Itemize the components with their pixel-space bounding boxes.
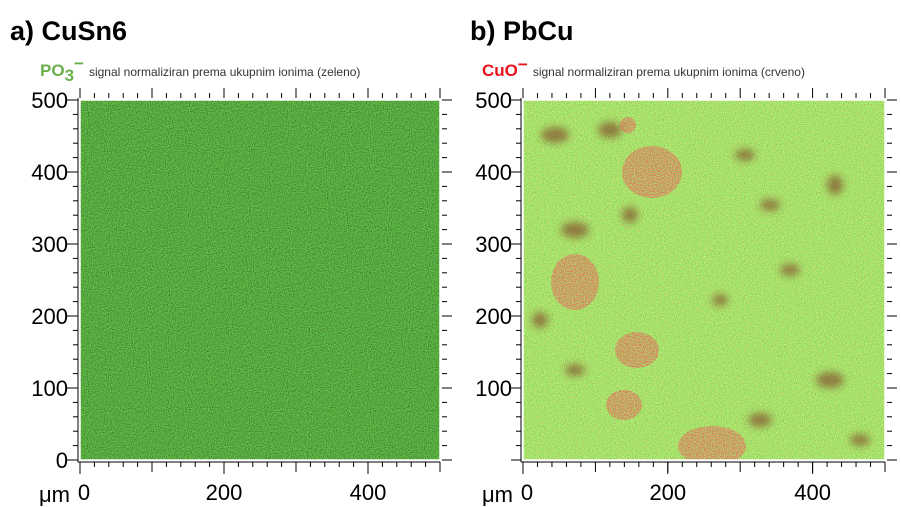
ion-superscript: − <box>74 54 84 73</box>
x-tick-label: 400 <box>794 480 831 505</box>
y-tick-label: 100 <box>475 376 512 401</box>
y-tick-label: 500 <box>475 88 512 113</box>
y-tick-label: 200 <box>31 304 68 329</box>
y-tick-label: 100 <box>31 376 68 401</box>
x-tick-label: 0 <box>78 480 90 505</box>
plot-frame <box>79 99 441 461</box>
y-tick-label: 400 <box>31 160 68 185</box>
y-tick-label: 200 <box>475 304 512 329</box>
signal-text: signal normaliziran prema ukupnim ionima… <box>89 65 360 79</box>
plot-frame <box>522 99 886 461</box>
signal-label: CuO− signal normaliziran prema ukupnim io… <box>482 55 805 80</box>
axes <box>509 88 897 474</box>
ion-name: CuO <box>482 61 518 80</box>
signal-label: PO3− signal normaliziran prema ukupnim io… <box>40 54 360 85</box>
x-tick-label: 200 <box>206 480 243 505</box>
x-tick-label: 400 <box>350 480 387 505</box>
ion-superscript: − <box>518 55 528 74</box>
panel-a-image <box>80 100 440 460</box>
y-tick-label: 400 <box>475 160 512 185</box>
panel-b-image <box>523 100 885 460</box>
y-tick-label: 500 <box>31 88 68 113</box>
unit-label: μm <box>39 482 70 507</box>
y-tick-label: 300 <box>475 232 512 257</box>
x-tick-label: 0 <box>521 480 533 505</box>
y-tick-label: 0 <box>56 448 68 473</box>
panel-title: b) PbCu <box>470 16 573 46</box>
x-tick-label: 200 <box>649 480 686 505</box>
y-tick-label: 300 <box>31 232 68 257</box>
unit-label: μm <box>482 482 513 507</box>
ion-subscript: 3 <box>65 66 74 85</box>
axes <box>66 88 452 474</box>
signal-text: signal normaliziran prema ukupnim ionima… <box>533 65 805 79</box>
panel-title: a) CuSn6 <box>10 16 127 46</box>
ion-name: PO <box>40 61 65 80</box>
